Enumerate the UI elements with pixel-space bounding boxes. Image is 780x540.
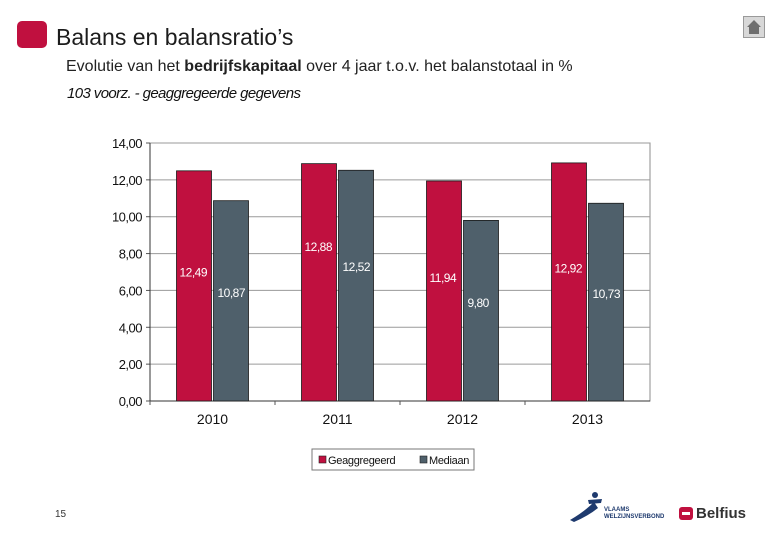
- y-tick-label: 14,00: [112, 136, 142, 151]
- y-tick-label: 6,00: [119, 283, 143, 298]
- vvsg-logo-icon: [570, 492, 602, 522]
- bar-geaggregeerd: [551, 162, 587, 402]
- vvsg-line1: VLAAMS: [604, 507, 630, 513]
- x-tick-label: 2011: [322, 411, 352, 427]
- title-marker: [17, 21, 47, 48]
- x-tick-label: 2013: [572, 411, 603, 427]
- y-tick-label: 10,00: [112, 210, 142, 225]
- data-label: 11,94: [430, 271, 457, 285]
- legend-label: Mediaan: [429, 455, 469, 467]
- data-label: 9,80: [468, 296, 490, 310]
- bar-mediaan: [213, 200, 249, 402]
- y-tick-label: 2,00: [119, 357, 143, 372]
- subtitle-bold: bedrijfskapitaal: [184, 58, 302, 75]
- page-subtitle: Evolutie van het bedrijfskapitaal over 4…: [66, 58, 573, 76]
- x-tick-label: 2012: [447, 411, 478, 427]
- data-label: 12,92: [555, 261, 583, 275]
- home-icon[interactable]: [743, 16, 765, 38]
- legend-label: Geaggregeerd: [328, 455, 396, 467]
- bar-geaggregeerd: [176, 170, 212, 402]
- data-label: 12,52: [343, 260, 371, 274]
- data-label: 12,88: [305, 240, 333, 254]
- belfius-label: Belfius: [696, 505, 747, 522]
- chart-caption: 103 voorz. - geaggregeerde gegevens: [67, 85, 301, 102]
- bar-geaggregeerd: [426, 180, 462, 402]
- bar-mediaan: [588, 202, 624, 402]
- legend-swatch: [419, 455, 428, 464]
- y-tick-label: 4,00: [119, 320, 143, 335]
- y-tick-label: 8,00: [119, 247, 143, 262]
- y-tick-label: 0,00: [119, 394, 143, 409]
- vvsg-line2: WELZIJNSVERBOND: [604, 514, 665, 520]
- subtitle-pre: Evolutie van het: [66, 58, 185, 75]
- legend-box: [311, 448, 475, 471]
- bar-mediaan: [338, 169, 374, 402]
- y-tick-label: 12,00: [112, 173, 142, 188]
- vvsg-logo-text: VLAAMS WELZIJNSVERBOND: [604, 507, 664, 521]
- subtitle-post: over 4 jaar t.o.v. het balanstotaal in %: [301, 58, 573, 75]
- data-label: 10,87: [218, 286, 246, 300]
- page-number: 15: [55, 509, 67, 520]
- data-label: 10,73: [593, 287, 621, 301]
- page-title: Balans en balansratio’s: [56, 24, 294, 50]
- legend-swatch: [318, 455, 327, 464]
- x-tick-label: 2010: [197, 411, 228, 427]
- data-label: 12,49: [180, 266, 208, 280]
- bar-mediaan: [463, 219, 499, 402]
- belfius-mark-icon: [679, 507, 693, 520]
- bar-geaggregeerd: [301, 163, 337, 402]
